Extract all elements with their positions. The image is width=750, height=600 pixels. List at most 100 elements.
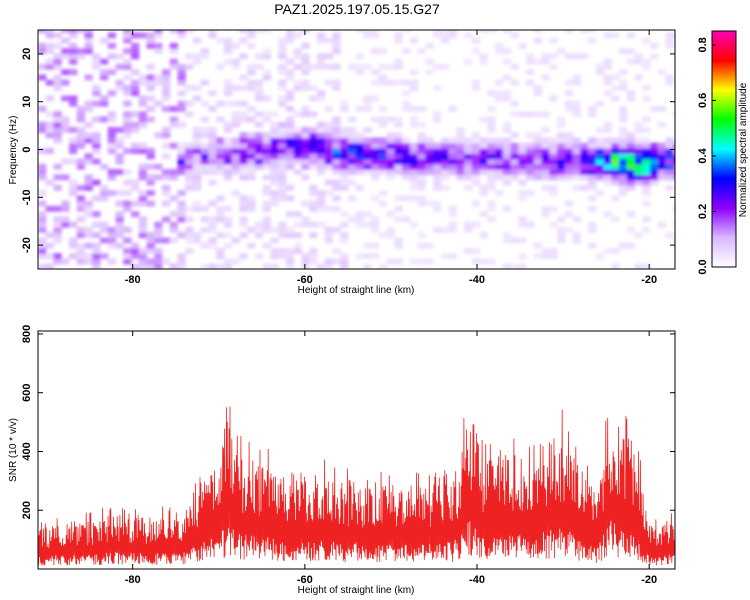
spectrogram-cell (518, 216, 527, 223)
spectrogram-cell (502, 148, 512, 154)
spectrogram-cell (107, 127, 116, 133)
spectrogram-cell (340, 221, 349, 228)
spectrogram-cell (53, 85, 62, 91)
spectrogram-cell (402, 90, 411, 97)
spectrogram-cell (123, 116, 132, 123)
spectrogram-cell (394, 216, 403, 223)
spectrogram-cell (634, 179, 643, 186)
spectrogram-cell (526, 190, 535, 196)
spectrogram-cell (417, 163, 426, 170)
spectrogram-cell (92, 253, 101, 260)
spectrogram-cell (417, 121, 426, 128)
spectrogram-cell (270, 169, 279, 175)
spectrogram-cell (76, 242, 85, 249)
spectrogram-cell (123, 190, 132, 196)
spectrogram-cell (316, 153, 326, 160)
spectrogram-cell (192, 200, 202, 207)
spectrogram-cell (270, 137, 279, 144)
spectrogram-cell (278, 232, 287, 239)
spectrogram-cell (53, 127, 62, 133)
spectrogram-cell (502, 30, 512, 33)
spectrogram-cell (417, 232, 426, 239)
spectrogram-cell (557, 142, 566, 149)
spectrogram-cell (487, 163, 496, 170)
spectrogram-cell (223, 37, 233, 44)
spectrogram-cell (185, 216, 194, 223)
spectrogram-cell (200, 116, 209, 123)
spectrogram-cell (650, 163, 659, 170)
spectrogram-cell (371, 221, 380, 228)
spectrogram-cell (386, 169, 395, 175)
spectrogram-cell (332, 116, 341, 123)
spectrogram-cell (200, 53, 209, 60)
spectrogram-cell (502, 142, 512, 149)
spectrogram-cell (223, 127, 233, 133)
spectrogram-cell (642, 116, 651, 123)
spectrogram-cell (456, 148, 465, 154)
spectrogram-cell (378, 169, 388, 175)
spectrogram-cell (45, 79, 54, 86)
spectrogram-cell (588, 30, 597, 33)
spectrogram-cell (347, 142, 357, 149)
spectrogram-cell (107, 237, 116, 244)
spectrogram-cell (665, 137, 674, 144)
spectrogram-cell (84, 48, 93, 55)
spectrogram-cell (239, 30, 248, 33)
spectrogram-cell (131, 42, 140, 49)
spectrogram-cell (270, 158, 279, 165)
spectrogram-cell (185, 205, 194, 212)
spectrogram-cell (262, 226, 271, 233)
spectrogram-cell (332, 132, 341, 139)
spectrogram-cell (619, 148, 628, 154)
spectrogram-cell (440, 137, 450, 144)
spectrogram-cell (223, 42, 233, 49)
spectrogram-cell (301, 221, 310, 228)
spectrogram-cell (293, 137, 302, 144)
spectrogram-cell (588, 111, 597, 118)
spectrogram-cell (510, 153, 519, 160)
spectrogram-cell (185, 158, 194, 165)
spectrogram-cell (293, 53, 302, 60)
spectrogram-cell (634, 142, 643, 149)
spectrogram-cell (61, 121, 70, 128)
spectrogram-cell (84, 106, 93, 112)
spectrogram-cell (285, 211, 295, 218)
spectrogram-cell (254, 53, 264, 60)
spectrogram-cell (309, 258, 318, 265)
spectrogram-cell (169, 42, 178, 49)
spectrogram-cell (316, 95, 326, 102)
spectrogram-cell (572, 100, 581, 107)
spectrogram-cell (216, 37, 225, 44)
spectrogram-cell (363, 148, 372, 154)
spectrogram-cell (270, 153, 279, 160)
spectrogram-cell (84, 37, 93, 44)
spectrogram-cell (278, 169, 287, 175)
spectrogram-cell (433, 174, 442, 181)
spectrogram-cell (200, 205, 209, 212)
spectrogram-cell (440, 37, 450, 44)
spectrogram-cell (340, 148, 349, 154)
spectrogram-cell (293, 169, 302, 175)
spectrogram-cell (518, 179, 527, 186)
spectrogram-cell (254, 153, 264, 160)
colorbar: 0.00.20.40.60.8 Normalized spectral ampl… (697, 30, 749, 275)
spectrogram-cell (192, 127, 202, 133)
spectrogram-cell (278, 48, 287, 55)
spectrogram-cell (657, 121, 667, 128)
spectrogram-cell (471, 221, 481, 228)
spectrogram-cell (177, 69, 186, 76)
spectrogram-cell (564, 132, 574, 139)
spectrogram-cell (53, 221, 62, 228)
spectrogram-cell (634, 163, 643, 170)
spectrogram-cell (84, 242, 93, 249)
spectrogram-cell (433, 179, 442, 186)
spectrogram-cell (200, 263, 209, 269)
spectrogram-cell (572, 111, 581, 118)
spectrogram-cell (626, 48, 636, 55)
spectrogram-cell (603, 158, 612, 165)
spectrogram-cell (301, 142, 310, 149)
spectrogram-cell (363, 263, 372, 269)
spectrogram-cell (642, 37, 651, 44)
spectrogram-cell (626, 163, 636, 170)
spectrogram-cell (464, 153, 473, 160)
